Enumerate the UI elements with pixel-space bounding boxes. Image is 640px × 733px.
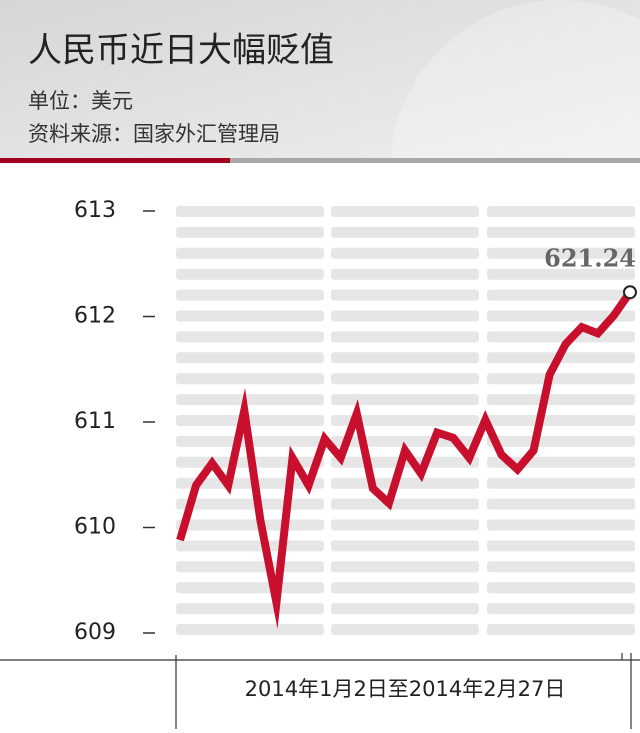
stripe bbox=[331, 582, 479, 594]
stripe bbox=[487, 247, 635, 259]
line bbox=[176, 289, 634, 629]
stripe bbox=[331, 624, 479, 635]
stripe bbox=[176, 331, 324, 343]
stripe bbox=[176, 519, 324, 531]
stripe bbox=[176, 582, 324, 594]
y-tick-label: 613 bbox=[74, 198, 116, 223]
stripe bbox=[487, 603, 635, 615]
stripe bbox=[331, 603, 479, 615]
stripe bbox=[487, 206, 635, 217]
stripe bbox=[487, 268, 635, 280]
stripe bbox=[331, 289, 479, 301]
stripe bbox=[331, 415, 479, 426]
stripe bbox=[487, 561, 635, 573]
stripe bbox=[176, 498, 324, 510]
stripe bbox=[487, 373, 635, 385]
stripe bbox=[331, 477, 479, 489]
annotation: 621.24 bbox=[544, 244, 636, 273]
stripe bbox=[176, 226, 324, 238]
stripe bbox=[331, 331, 479, 343]
end-marker bbox=[623, 285, 637, 300]
source: 资料来源：国家外汇管理局 bbox=[28, 122, 280, 146]
stripe bbox=[487, 331, 635, 343]
stripe bbox=[487, 310, 635, 322]
stripe bbox=[331, 352, 479, 364]
stripe bbox=[487, 289, 635, 301]
stripe bbox=[176, 603, 324, 615]
x-axis-label: 2014年1月2日至2014年2月27日 bbox=[245, 677, 566, 701]
stripe bbox=[176, 268, 324, 280]
header-bg bbox=[0, 0, 640, 160]
stripe bbox=[487, 624, 635, 635]
unit: 单位：美元 bbox=[28, 89, 133, 113]
stripe bbox=[176, 352, 324, 364]
stripe bbox=[331, 540, 479, 552]
stripe bbox=[176, 206, 324, 217]
stripe bbox=[487, 477, 635, 489]
title: 人民币近日大幅贬值 bbox=[28, 31, 334, 71]
stripe bbox=[176, 394, 324, 406]
stripe bbox=[176, 540, 324, 552]
stripe bbox=[176, 561, 324, 573]
stripe bbox=[487, 226, 635, 238]
stripe bbox=[331, 206, 479, 217]
y-tick-label: 610 bbox=[74, 515, 116, 540]
stripe bbox=[176, 415, 324, 426]
stripe bbox=[176, 289, 324, 301]
stripe bbox=[331, 373, 479, 385]
stripe bbox=[176, 247, 324, 259]
stripe bbox=[331, 310, 479, 322]
stripe bbox=[487, 415, 635, 426]
stripe bbox=[176, 310, 324, 322]
stripe bbox=[176, 373, 324, 385]
stripe bbox=[331, 435, 479, 447]
stripe bbox=[331, 268, 479, 280]
stripe bbox=[331, 394, 479, 406]
stripe bbox=[487, 394, 635, 406]
stripe bbox=[487, 540, 635, 552]
stripe bbox=[331, 498, 479, 510]
stripe bbox=[176, 624, 324, 635]
stripe bbox=[331, 226, 479, 238]
y-tick-label: 611 bbox=[74, 409, 116, 434]
stripe bbox=[487, 498, 635, 510]
stripe bbox=[331, 561, 479, 573]
y-tick-label: 609 bbox=[74, 620, 116, 645]
y-tick-label: 612 bbox=[74, 304, 116, 329]
stripe bbox=[331, 519, 479, 531]
header-rule bbox=[0, 158, 640, 163]
stripe bbox=[331, 247, 479, 259]
stripe bbox=[487, 435, 635, 447]
stripe bbox=[487, 582, 635, 594]
header-rule-accent bbox=[0, 158, 230, 163]
stripe bbox=[487, 519, 635, 531]
